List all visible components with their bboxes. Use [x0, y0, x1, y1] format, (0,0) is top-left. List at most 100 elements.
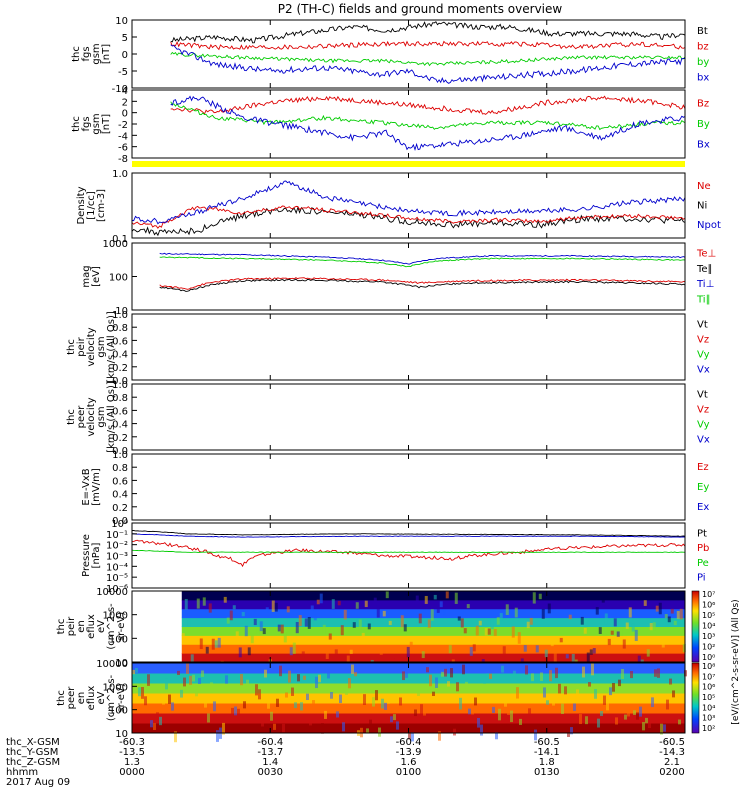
spectrogram-cell	[396, 721, 399, 730]
spectrogram-cell	[586, 652, 590, 665]
spectrogram-cell	[192, 674, 195, 682]
spectrogram-cell	[519, 718, 522, 725]
spectrogram-cell	[442, 610, 446, 615]
spectrogram-cell	[214, 640, 218, 648]
spectrogram-cell	[207, 713, 210, 723]
colorbar-tick-label: 10⁶	[702, 601, 715, 610]
spectrogram-cell	[600, 711, 603, 717]
spectrogram-cell	[162, 695, 165, 705]
spectrogram-band	[181, 644, 685, 654]
x-axis-value: -60.3	[119, 737, 145, 748]
spectrogram-cell	[190, 654, 194, 666]
spectrogram-cell	[337, 600, 341, 606]
colorbar-tick-label: 10⁴	[702, 622, 715, 631]
spectrogram-cell	[447, 681, 450, 687]
spectrogram-cell	[372, 697, 375, 707]
y-tick-label: 0.1	[112, 234, 128, 245]
x-axis-value: 0000	[119, 767, 144, 778]
spectrogram-cell	[616, 631, 620, 637]
legend-Ne: Ne	[697, 181, 711, 192]
x-axis-value: -13.9	[396, 747, 422, 758]
spectrogram-cell	[381, 698, 384, 709]
spectrogram-cell	[657, 668, 660, 678]
spectrogram-cell	[228, 683, 231, 689]
y-tick-label: 10	[115, 658, 128, 669]
spectrogram-cell	[144, 696, 147, 706]
spectrogram-cell	[277, 624, 281, 632]
y-axis-label-line: fgs	[81, 116, 92, 131]
y-axis-label-line: gsm	[91, 43, 102, 64]
spectrogram-cell	[615, 717, 618, 725]
spectrogram-cell	[556, 594, 560, 601]
spectrogram-cell	[642, 722, 645, 731]
y-axis-label-line: eV	[96, 620, 107, 633]
spectrogram-cell	[589, 649, 593, 655]
spectrogram-cell	[522, 725, 525, 733]
spectrogram-cell	[565, 654, 569, 659]
spectrogram-cell	[597, 718, 600, 728]
spectrogram-cell	[459, 697, 462, 710]
spectrogram-cell	[150, 720, 153, 728]
y-tick-label: 10⁻⁶	[106, 584, 128, 595]
spectrogram-cell	[681, 725, 684, 734]
y-axis-label-line: sr-eV)	[116, 683, 127, 712]
spectrogram-cell	[486, 673, 489, 683]
spectrogram-cell	[345, 683, 348, 695]
spectrogram-cell	[673, 620, 677, 626]
plot-title: P2 (TH-C) fields and ground moments over…	[278, 2, 563, 16]
spectrogram-cell	[570, 727, 573, 735]
panel-temperature: 1000 100 10 mag [eV] Te⊥ Te∥ Ti⊥ Ti∥	[81, 239, 716, 317]
colorbar-tick-label: 10³	[702, 714, 715, 723]
y-tick-label: 0.8	[112, 393, 128, 404]
y-axis-label: thc fgs gsm [nT]	[71, 113, 112, 134]
series-Pe	[131, 549, 686, 553]
y-axis-label-line: [km/s (All Qs)]	[106, 311, 117, 383]
spectrogram-cell	[453, 728, 456, 736]
spectrogram-cell	[543, 687, 546, 698]
spectrogram-cell	[540, 672, 543, 682]
spectrogram-cell	[348, 678, 351, 689]
y-tick-label: 0.4	[112, 420, 128, 431]
spectrogram-cell	[355, 602, 359, 609]
legend-Ti⊥: Ti⊥	[696, 279, 714, 290]
x-axis-value: -60.5	[534, 737, 560, 748]
spectrogram-cell	[613, 618, 617, 627]
spectrogram-cell	[568, 614, 572, 620]
spectrogram-cell	[199, 638, 203, 650]
spectrogram-cell	[327, 667, 330, 679]
spectrogram-cell	[526, 621, 530, 629]
spectrogram-cell	[580, 616, 584, 625]
spectrogram-cell	[331, 599, 335, 609]
spectrogram-cell	[639, 706, 642, 717]
y-tick-label: 1.0	[112, 310, 128, 321]
spectrogram-cell	[340, 625, 344, 636]
colorbar-tick-label: 10³	[702, 632, 715, 641]
legend-Ni: Ni	[697, 201, 707, 212]
spectrogram-cell	[645, 717, 648, 724]
spectrogram-cell	[474, 697, 477, 706]
spectrogram-band	[181, 653, 685, 663]
spectrogram-cell	[271, 600, 275, 612]
spectrogram-cell	[319, 593, 323, 604]
spectrogram-cell	[135, 667, 138, 673]
y-tick-label: 2	[122, 97, 128, 108]
spectrogram-cell	[147, 674, 150, 686]
spectrogram-cell	[529, 617, 533, 625]
spectrogram-cell	[307, 617, 311, 629]
spectrogram-cell	[159, 716, 162, 726]
x-axis-value: 0130	[534, 767, 559, 778]
spectrogram-cell	[505, 604, 509, 616]
y-tick-label: 1000	[103, 682, 128, 693]
spectrogram-cell	[300, 702, 303, 711]
y-tick-label: 1.0	[112, 169, 128, 180]
spectrogram-cell	[153, 723, 156, 731]
spectrogram-cell	[283, 632, 287, 643]
colorbar-tick-label: 10⁵	[702, 611, 715, 620]
panel-frame	[131, 242, 686, 311]
y-axis-label-line: mag	[81, 265, 92, 287]
spectrogram-cell	[646, 649, 650, 657]
y-axis-label: mag [eV]	[81, 265, 102, 287]
